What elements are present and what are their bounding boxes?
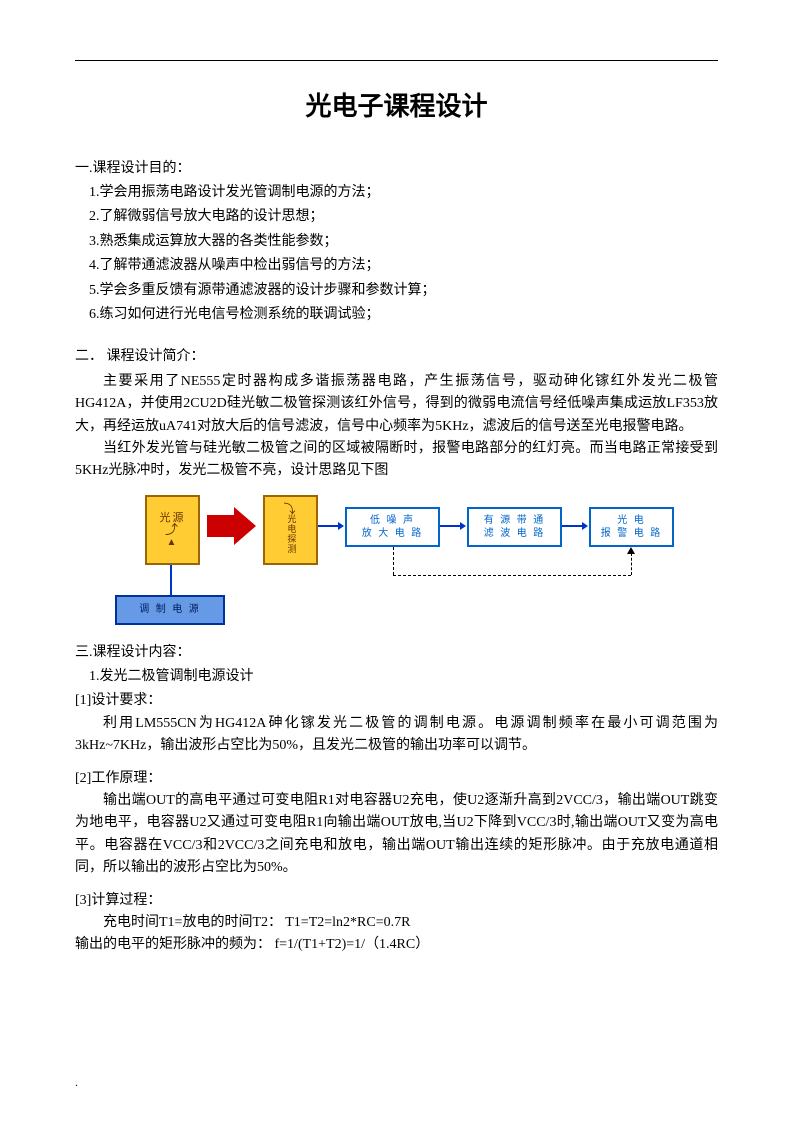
source-box: 光源 ⤴ ▲ bbox=[145, 495, 200, 565]
req-head: [1]设计要求： bbox=[75, 690, 718, 712]
sec1-item: 3.熟悉集成运算放大器的各类性能参数； bbox=[75, 231, 718, 253]
red-arrow-head bbox=[234, 507, 256, 545]
connector-line bbox=[318, 525, 340, 527]
filter-box: 有 源 带 通 滤 波 电 路 bbox=[467, 507, 562, 547]
sec1-item: 1.学会用振荡电路设计发光管调制电源的方法； bbox=[75, 182, 718, 204]
alarm-label-l1: 光 电 bbox=[617, 514, 646, 527]
work-head: [2]工作原理： bbox=[75, 768, 718, 790]
req-para: 利用LM555CN为HG412A砷化镓发光二极管的调制电源。电源调制频率在最小可… bbox=[75, 713, 718, 758]
sec2-para2: 当红外发光管与硅光敏二极管之间的区域被隔断时，报警电路部分的红灯亮。而当电路正常… bbox=[75, 438, 718, 483]
sec1-item: 4.了解带通滤波器从噪声中检出弱信号的方法； bbox=[75, 255, 718, 277]
feedback-arrow-head bbox=[627, 547, 635, 554]
sec2-heading: 二． 课程设计简介： bbox=[75, 346, 718, 368]
arrow-head bbox=[460, 522, 466, 530]
sec2-para1: 主要采用了NE555定时器构成多谐振荡器电路，产生振荡信号，驱动砷化镓红外发光二… bbox=[75, 371, 718, 438]
filter-label-l2: 滤 波 电 路 bbox=[484, 527, 546, 540]
connector-line bbox=[170, 565, 172, 595]
calc-line2: 输出的电平的矩形脉冲的频为： f=1/(T1+T2)=1/（1.4RC） bbox=[75, 934, 718, 956]
feedback-line bbox=[393, 575, 631, 576]
calc-head: [3]计算过程： bbox=[75, 890, 718, 912]
work-para: 输出端OUT的高电平通过可变电阻R1对电容器U2充电，使U2逐渐升高到2VCC/… bbox=[75, 790, 718, 880]
amp-label-l1: 低 噪 声 bbox=[370, 514, 415, 527]
modpower-label: 调 制 电 源 bbox=[139, 603, 201, 616]
top-rule bbox=[75, 60, 718, 61]
sec1-item: 6.练习如何进行光电信号检测系统的联调试验； bbox=[75, 304, 718, 326]
sec1-item: 2.了解微弱信号放大电路的设计思想； bbox=[75, 206, 718, 228]
modpower-box: 调 制 电 源 bbox=[115, 595, 225, 625]
arrow-head bbox=[582, 522, 588, 530]
sec1-item: 5.学会多重反馈有源带通滤波器的设计步骤和参数计算； bbox=[75, 280, 718, 302]
filter-label-l1: 有 源 带 通 bbox=[484, 514, 546, 527]
connector-line bbox=[440, 525, 462, 527]
sec1-heading: 一.课程设计目的： bbox=[75, 158, 718, 180]
page-title: 光电子课程设计 bbox=[75, 86, 718, 128]
feedback-line bbox=[631, 553, 632, 575]
amp-label-l2: 放 大 电 路 bbox=[362, 527, 424, 540]
detector-label: 光电探测 bbox=[285, 514, 297, 554]
red-arrow-body bbox=[207, 515, 234, 537]
calc-line1: 充电时间T1=放电的时间T2： T1=T2=ln2*RC=0.7R bbox=[75, 912, 718, 934]
alarm-box: 光 电 报 警 电 路 bbox=[589, 507, 674, 547]
detector-box: ⤵ 光电探测 bbox=[263, 495, 318, 565]
sec3-sub1: 1.发光二极管调制电源设计 bbox=[75, 666, 718, 688]
alarm-label-l2: 报 警 电 路 bbox=[601, 527, 663, 540]
arrow-head bbox=[338, 522, 344, 530]
amp-box: 低 噪 声 放 大 电 路 bbox=[345, 507, 440, 547]
sec3-heading: 三.课程设计内容： bbox=[75, 642, 718, 664]
block-diagram: 光源 ⤴ ▲ 调 制 电 源 ⤵ 光电探测 低 噪 声 放 大 电 路 有 源 … bbox=[115, 495, 675, 630]
feedback-line bbox=[393, 547, 394, 575]
connector-line bbox=[562, 525, 584, 527]
footer-dot: . bbox=[75, 1073, 78, 1092]
